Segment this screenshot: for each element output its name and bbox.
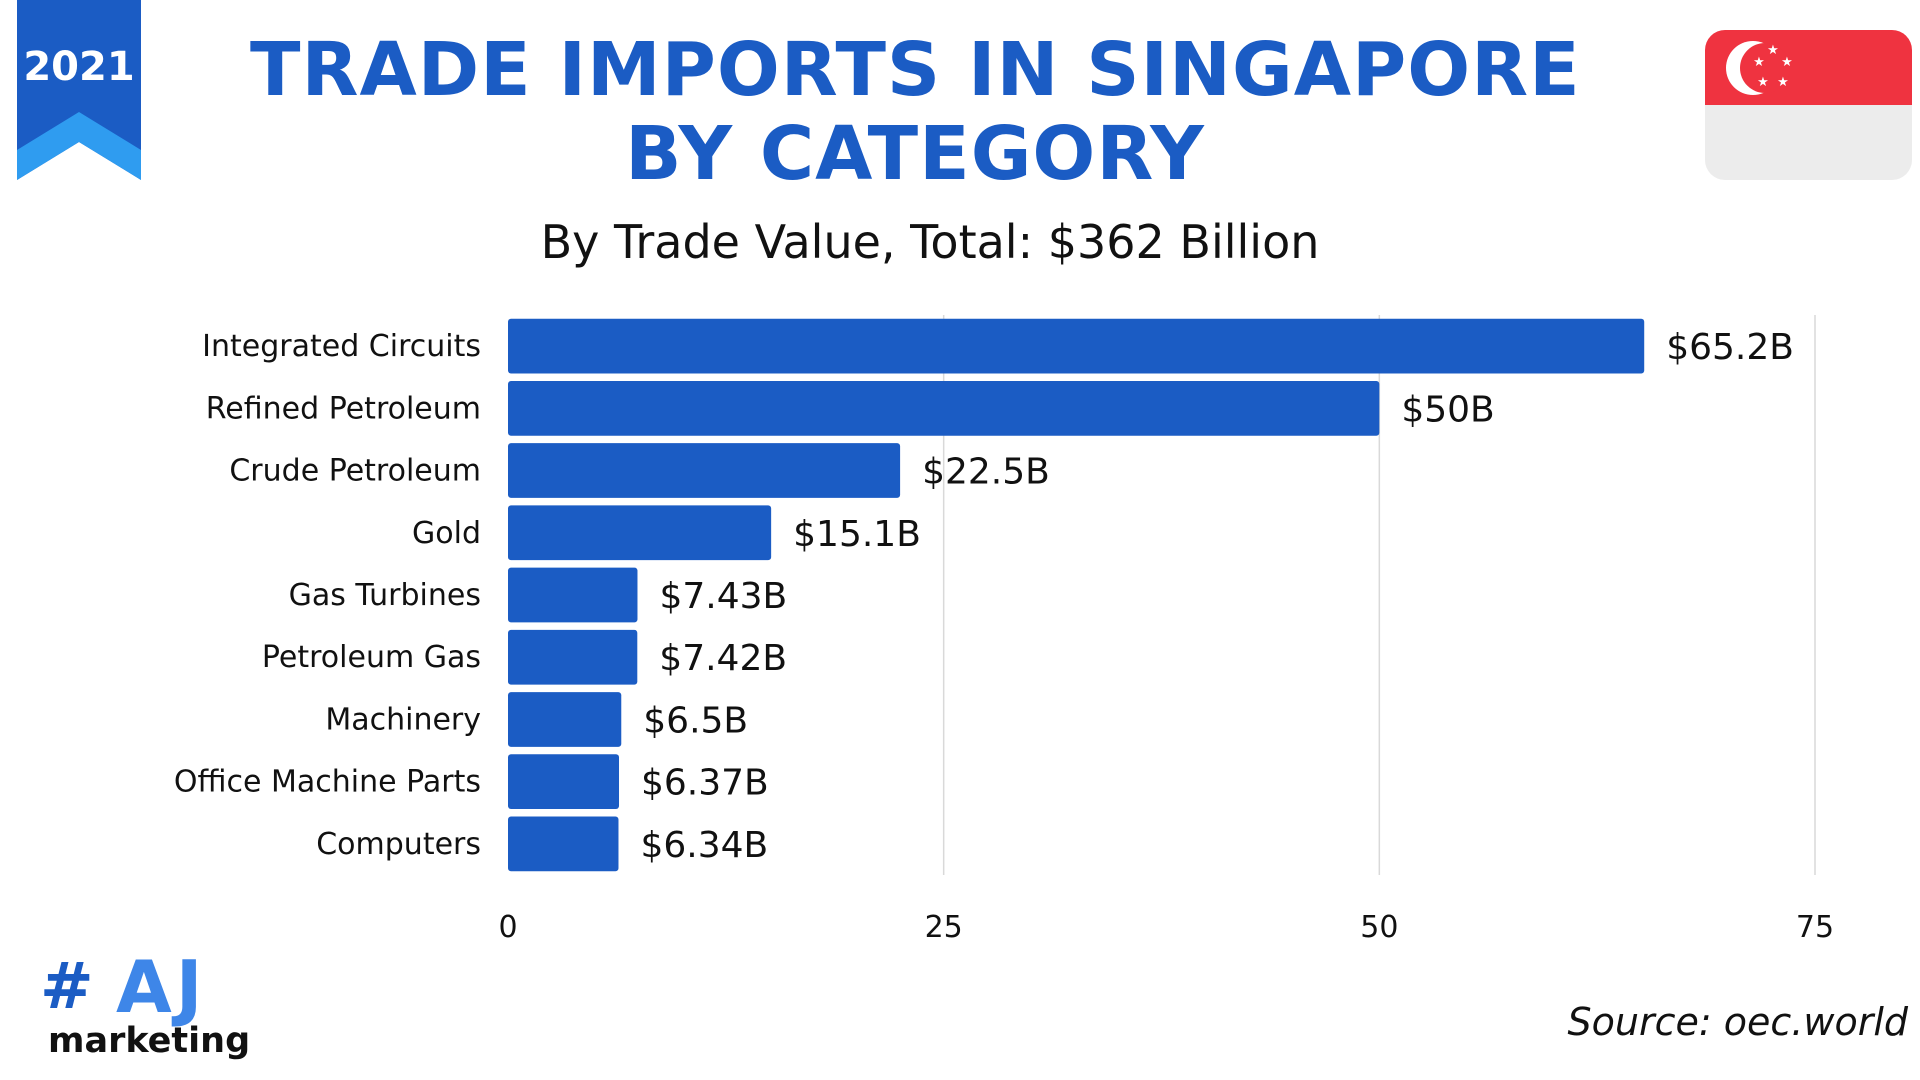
- x-tick-label: 25: [925, 910, 963, 940]
- bar: [508, 443, 901, 498]
- bar: [508, 505, 772, 561]
- svg-text:★: ★: [1767, 43, 1779, 58]
- logo-hash-mark: #: [40, 950, 94, 1024]
- svg-text:★: ★: [1781, 55, 1793, 70]
- title-line-1: TRADE IMPORTS IN SINGAPORE: [250, 27, 1581, 113]
- svg-text:★: ★: [1757, 75, 1769, 90]
- bar: [508, 567, 638, 623]
- bar-chart: 0 25 50 75 Integrated Circuits $65.2B Refined …: [174, 315, 1834, 940]
- data-label: $6.34B: [640, 825, 768, 866]
- svg-text:★: ★: [1753, 55, 1765, 70]
- data-label: $6.37B: [641, 763, 769, 804]
- svg-text:★: ★: [1777, 75, 1789, 90]
- data-label: $7.43B: [659, 576, 787, 617]
- data-label: $6.5B: [643, 700, 748, 741]
- category-label: Crude Petroleum: [229, 454, 481, 489]
- category-label: Gold: [412, 516, 481, 551]
- x-tick-label: 50: [1360, 910, 1398, 940]
- bar: [508, 692, 622, 747]
- category-label: Integrated Circuits: [202, 329, 481, 364]
- logo-subtitle: marketing: [48, 1021, 251, 1061]
- logo-letters: AJ: [116, 945, 207, 1029]
- data-label: $22.5B: [922, 452, 1050, 493]
- year-ribbon-badge: [17, 0, 141, 180]
- chart-subtitle: By Trade Value, Total: $362 Billion: [540, 215, 1320, 269]
- bar: [508, 754, 620, 810]
- data-label: $15.1B: [793, 514, 921, 555]
- data-label: $7.42B: [659, 638, 787, 679]
- x-tick-label: 75: [1796, 910, 1834, 940]
- source-note: Source: oec.world: [1567, 1000, 1908, 1044]
- singapore-flag-icon: ★ ★ ★ ★ ★: [1705, 30, 1912, 180]
- bar: [508, 629, 638, 685]
- aj-marketing-logo: # AJ marketing: [40, 950, 250, 1065]
- category-label: Machinery: [325, 702, 481, 737]
- category-label: Office Machine Parts: [174, 765, 481, 800]
- bar: [508, 318, 1645, 374]
- category-label: Petroleum Gas: [262, 640, 481, 675]
- page-title: TRADE IMPORTS IN SINGAPORE BY CATEGORY: [250, 28, 1580, 196]
- x-tick-label: 0: [498, 910, 517, 940]
- bar: [508, 380, 1380, 436]
- category-label: Gas Turbines: [289, 578, 481, 613]
- category-label: Computers: [316, 827, 481, 862]
- year-badge-label: 2021: [23, 44, 135, 90]
- data-label: $50B: [1401, 389, 1494, 430]
- title-line-2: BY CATEGORY: [625, 111, 1205, 197]
- category-label: Refined Petroleum: [206, 391, 481, 426]
- bar: [508, 816, 619, 872]
- data-label: $65.2B: [1666, 327, 1794, 368]
